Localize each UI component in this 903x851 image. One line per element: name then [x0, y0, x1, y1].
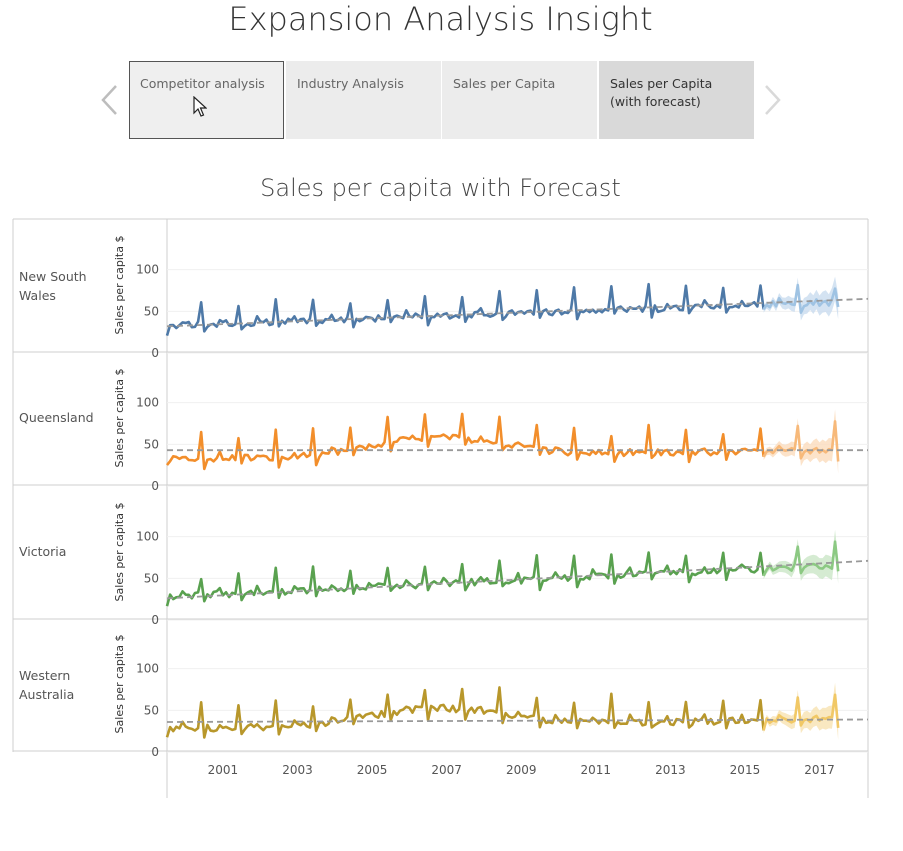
chart-title: Sales per capita with Forecast — [260, 174, 621, 202]
y-tick-label: 50 — [144, 703, 159, 717]
chevron-left-icon — [101, 85, 117, 115]
x-tick-label: 2015 — [730, 763, 761, 777]
x-tick-label: 2013 — [655, 763, 686, 777]
mouse-pointer-icon — [193, 96, 207, 117]
tab-sales-per-capita-forecast[interactable]: Sales per Capita (with forecast) — [599, 61, 754, 139]
x-tick-label: 2017 — [804, 763, 835, 777]
tab-sales-per-capita[interactable]: Sales per Capita — [442, 61, 597, 139]
tab-industry-analysis[interactable]: Industry Analysis — [286, 61, 441, 139]
previous-tab-button[interactable] — [98, 82, 120, 118]
trend-line — [166, 559, 869, 600]
x-tick-label: 2007 — [431, 763, 462, 777]
y-tick-label: 0 — [151, 745, 159, 759]
series-line-victoria — [165, 551, 765, 607]
row-label-western-australia: Western Australia — [19, 668, 74, 702]
next-tab-button[interactable] — [762, 82, 784, 118]
forecast-line — [762, 540, 840, 577]
y-axis-label: Sales per capita $ — [113, 635, 126, 734]
y-axis-label: Sales per capita $ — [113, 503, 126, 602]
row-label-victoria: Victoria — [19, 544, 66, 559]
forecast-line — [762, 693, 840, 731]
y-tick-label: 0 — [151, 346, 159, 360]
y-tick-label: 100 — [136, 263, 159, 277]
forecast-band — [763, 409, 839, 474]
forecast-line — [762, 420, 840, 462]
forecast-band — [763, 529, 839, 584]
series-line-new-south-wales — [165, 282, 765, 336]
y-tick-label: 50 — [144, 571, 159, 585]
x-tick-label: 2005 — [357, 763, 388, 777]
forecast-band — [763, 682, 839, 741]
x-tick-label: 2001 — [208, 763, 239, 777]
series-line-queensland — [165, 412, 765, 471]
y-tick-label: 0 — [151, 479, 159, 493]
x-tick-label: 2003 — [282, 763, 313, 777]
series-line-western-australia — [165, 686, 765, 739]
x-tick-label: 2009 — [506, 763, 537, 777]
forecast-line — [762, 283, 840, 314]
y-tick-label: 0 — [151, 613, 159, 627]
forecast-band — [763, 276, 839, 321]
page-title: Expansion Analysis Insight — [228, 0, 653, 38]
tab-competitor-analysis[interactable]: Competitor analysis — [129, 61, 284, 139]
row-label-queensland: Queensland — [19, 410, 94, 425]
y-tick-label: 100 — [136, 662, 159, 676]
chevron-right-icon — [765, 85, 781, 115]
y-tick-label: 50 — [144, 437, 159, 451]
y-tick-label: 100 — [136, 396, 159, 410]
y-tick-label: 100 — [136, 530, 159, 544]
x-tick-label: 2011 — [581, 763, 612, 777]
y-axis-label: Sales per capita $ — [113, 236, 126, 335]
trend-line — [166, 297, 869, 328]
trend-line — [166, 718, 869, 723]
row-label-new-south-wales: New South Wales — [19, 269, 87, 303]
y-axis-label: Sales per capita $ — [113, 369, 126, 468]
y-tick-label: 50 — [144, 304, 159, 318]
